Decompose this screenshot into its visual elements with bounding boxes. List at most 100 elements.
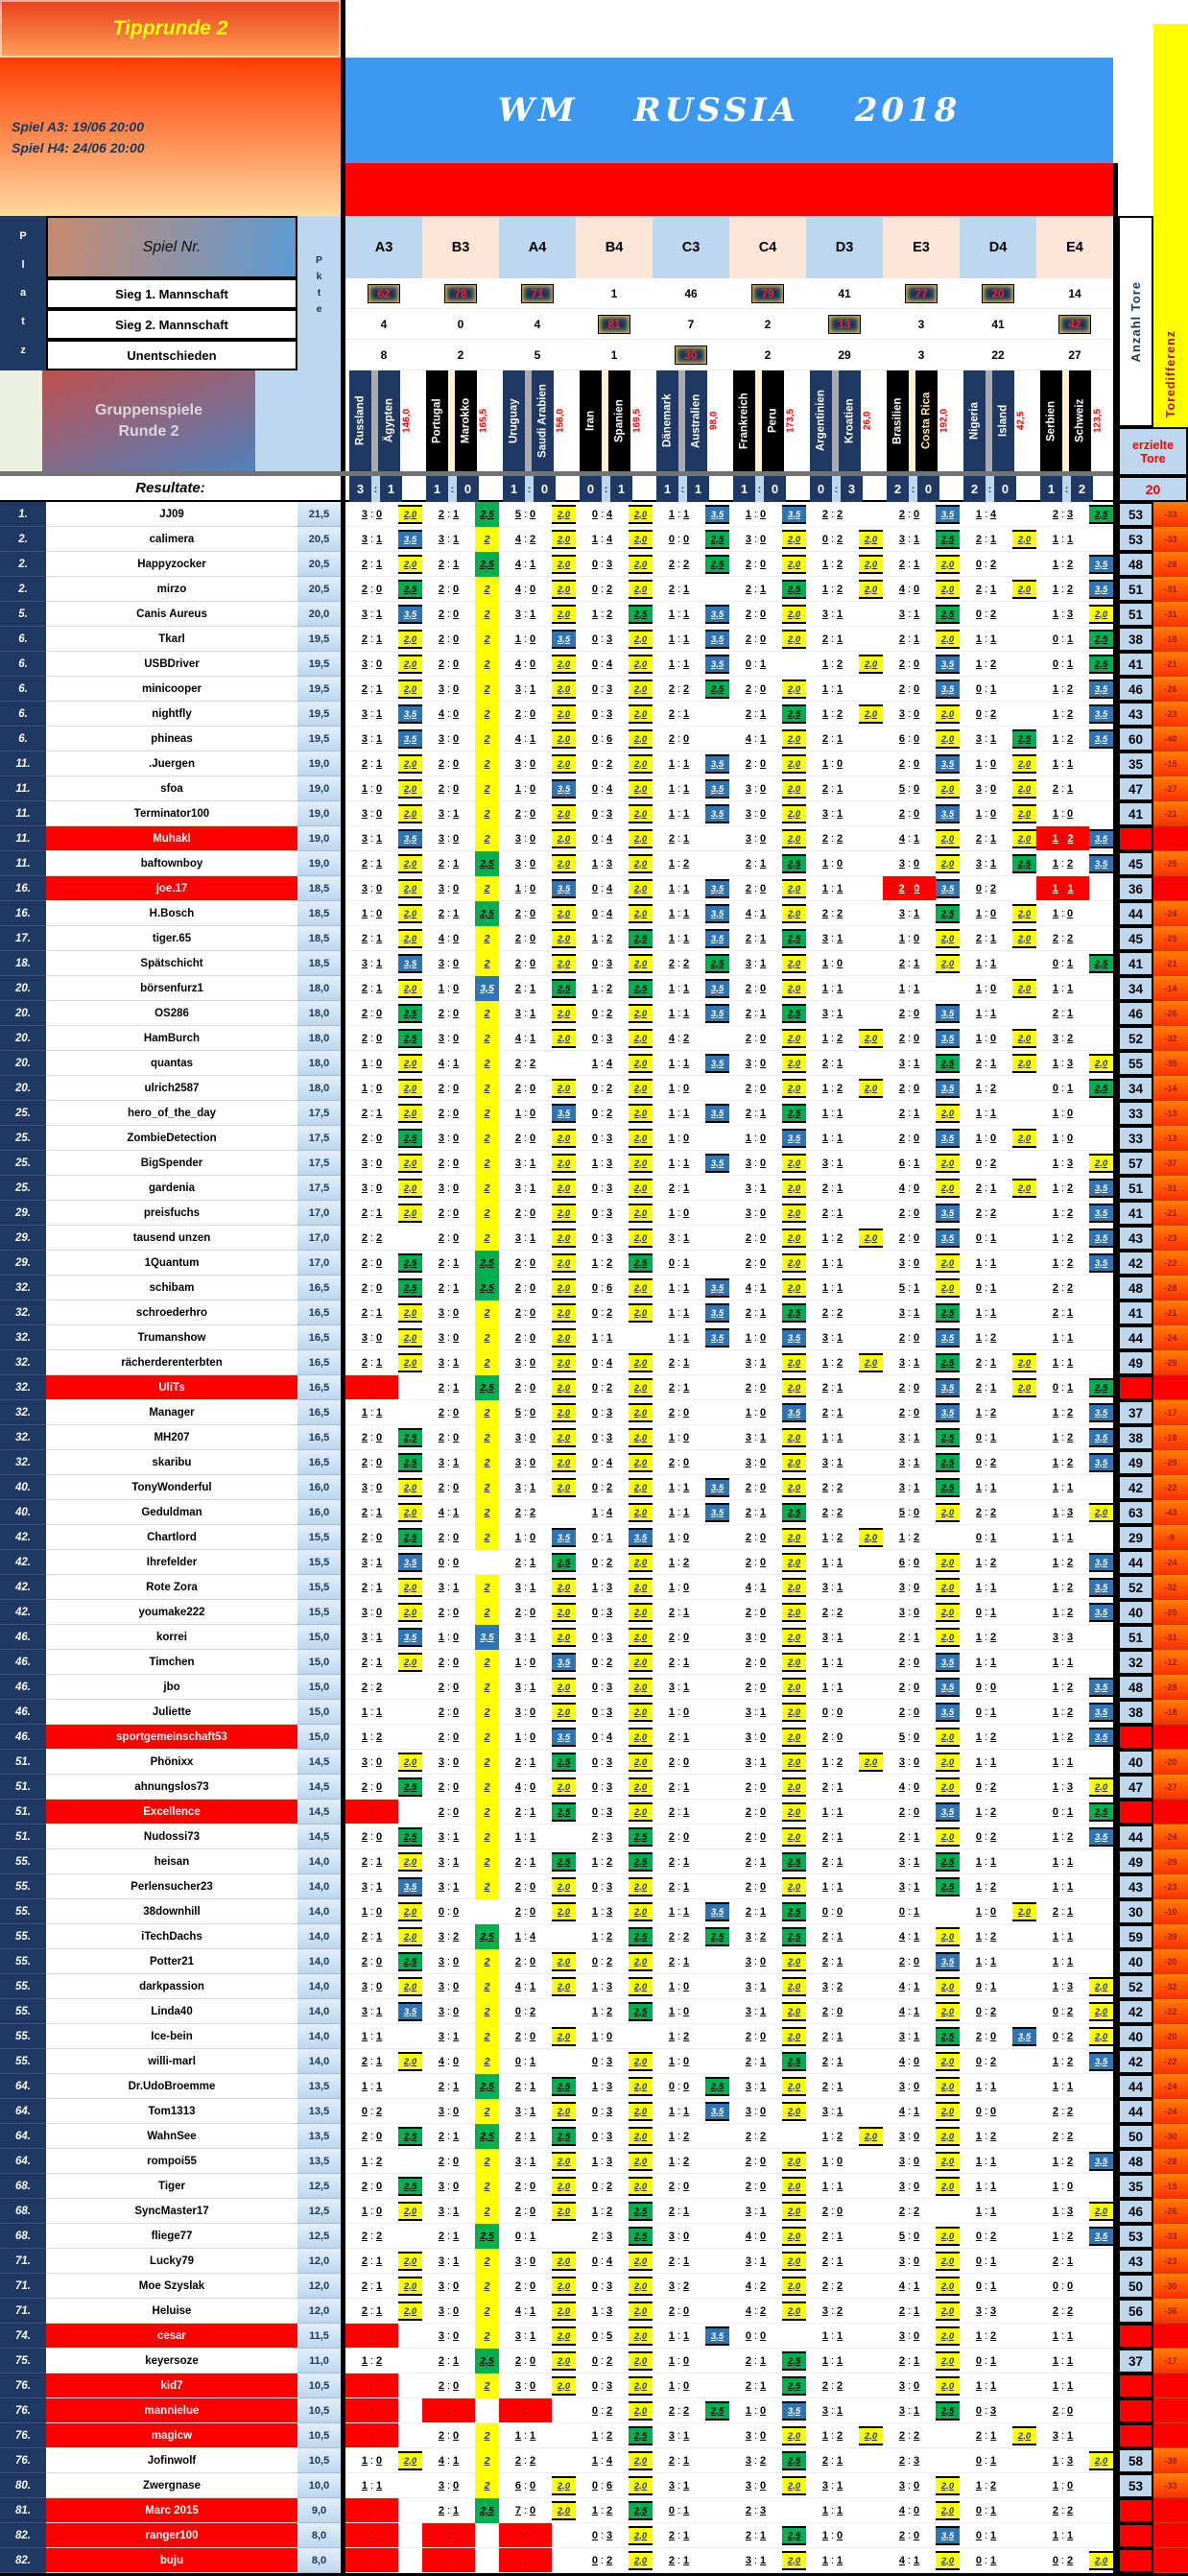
tip-cell[interactable]: 3:0 [422, 2299, 475, 2323]
tip-cell[interactable]: 2:1 [499, 2074, 552, 2098]
tip-cell[interactable]: 1:0 [729, 1400, 782, 1424]
tip-cell[interactable]: 2:0 [653, 1400, 705, 1424]
tip-cell[interactable]: 2:1 [960, 1375, 1012, 1399]
table-row[interactable]: 32. MH207 16,5 2:0 2,5 2:0 2 3:0 2,0 0:3 2,0 1:0 3:1… [0, 1425, 1188, 1450]
tip-cell[interactable]: 2:0 [422, 1101, 475, 1125]
tip-cell[interactable]: 0:3 [576, 1600, 629, 1624]
tip-cell[interactable]: 2:0 [883, 876, 936, 900]
tip-cell[interactable]: 2:0 [499, 2349, 552, 2373]
tip-cell[interactable]: 0:3 [576, 1675, 629, 1699]
tip-cell[interactable]: 1:0 [345, 2199, 398, 2223]
tip-cell[interactable]: 4:0 [499, 1775, 552, 1799]
tip-cell[interactable]: 2:1 [806, 1775, 859, 1799]
tip-cell[interactable]: 3:1 [345, 1550, 398, 1574]
tip-cell[interactable]: 3:0 [883, 2074, 936, 2098]
tip-cell[interactable]: 1:0 [653, 1575, 705, 1599]
tip-cell[interactable]: 1:1 [653, 876, 705, 900]
tip-cell[interactable]: 2:2 [345, 1226, 398, 1250]
tip-cell[interactable]: 1:1 [653, 1300, 705, 1324]
tip-cell[interactable]: 3:1 [345, 702, 398, 726]
tip-cell[interactable]: 2:2 [729, 2124, 782, 2148]
tip-cell[interactable]: 1:1 [960, 2174, 1012, 2198]
tip-cell[interactable]: 0:3 [576, 1700, 629, 1724]
tip-cell[interactable]: 3:2 [729, 1924, 782, 1948]
tip-cell[interactable]: 2:0 [729, 1874, 782, 1898]
tip-cell[interactable]: 2:1 [806, 727, 859, 751]
tip-cell[interactable]: 3:0 [499, 2249, 552, 2273]
tip-cell[interactable]: 1:1 [806, 1276, 859, 1300]
tip-cell[interactable]: 2:2 [806, 2373, 859, 2397]
tip-cell[interactable]: 0:2 [576, 1475, 629, 1499]
tip-cell[interactable]: 0:3 [576, 1226, 629, 1250]
tip-cell[interactable]: 2:0 [499, 926, 552, 950]
tip-cell[interactable]: 3:1 [422, 1849, 475, 1873]
tip-cell[interactable]: 2:2 [960, 1500, 1012, 1524]
tip-cell[interactable]: 2:0 [653, 2299, 705, 2323]
tip-cell[interactable]: 2:1 [806, 1375, 859, 1399]
tip-cell[interactable]: 0:1 [960, 2523, 1012, 2547]
tip-cell[interactable]: 3:1 [422, 2024, 475, 2048]
tip-cell[interactable]: 3:1 [499, 1475, 552, 1499]
tip-cell[interactable]: 1:3 [576, 1974, 629, 1998]
tip-cell[interactable]: 3:1 [806, 1450, 859, 1474]
table-row[interactable]: 29. 1Quantum 17,0 2:0 2,5 2:1 2,5 2:0 2,0 1:2 2,5 0… [0, 1251, 1188, 1276]
tip-cell[interactable]: 4:1 [729, 1276, 782, 1300]
tip-cell[interactable]: 2:0 [883, 1026, 936, 1050]
tip-cell[interactable]: 2:0 [499, 2174, 552, 2198]
tip-cell[interactable]: 1:1 [653, 801, 705, 825]
table-row[interactable]: 32. schibam 16,5 2:0 2,5 2:1 2,5 2:0 2,0 0:6 2,0 1:… [0, 1276, 1188, 1300]
tip-cell[interactable]: 0:3 [576, 2124, 629, 2148]
tip-cell[interactable]: 1:2 [576, 2423, 629, 2447]
tip-cell[interactable]: 2:1 [345, 1575, 398, 1599]
tip-cell[interactable]: 2:0 [883, 652, 936, 676]
tip-cell[interactable]: : [499, 2523, 552, 2547]
tip-cell[interactable]: 2:0 [729, 1026, 782, 1050]
tip-cell[interactable]: 4:0 [422, 926, 475, 950]
tip-cell[interactable]: 2:1 [422, 1251, 475, 1275]
tip-cell[interactable]: 1:1 [576, 1325, 629, 1349]
tip-cell[interactable]: 1:2 [576, 2498, 629, 2522]
tip-cell[interactable]: 3:0 [499, 751, 552, 775]
tip-cell[interactable]: 3:1 [729, 2074, 782, 2098]
tip-cell[interactable]: 2:0 [345, 1276, 398, 1300]
tip-cell[interactable]: 3:1 [345, 951, 398, 975]
tip-cell[interactable]: 2:0 [345, 2124, 398, 2148]
tip-cell[interactable]: 3:0 [883, 1750, 936, 1774]
tip-cell[interactable]: 6:0 [499, 2473, 552, 2497]
tip-cell[interactable]: 3:1 [345, 602, 398, 626]
tip-cell[interactable]: 3:1 [883, 1425, 936, 1449]
tip-cell[interactable]: 0:1 [960, 2349, 1012, 2373]
tip-cell[interactable]: 0:4 [576, 901, 629, 925]
tip-cell[interactable]: 2:1 [883, 951, 936, 975]
tip-cell[interactable]: 1:4 [576, 1051, 629, 1075]
table-row[interactable]: 17. tiger.65 18,5 2:1 2,0 4:0 2 2:0 2,0 1:2 2,5 1:1… [0, 926, 1188, 951]
tip-cell[interactable]: 3:1 [422, 2199, 475, 2223]
tip-cell[interactable]: 2:1 [653, 1600, 705, 1624]
tip-cell[interactable]: 2:1 [422, 2224, 475, 2248]
tip-cell[interactable]: 1:2 [1036, 727, 1089, 751]
tip-cell[interactable]: 3:1 [806, 1151, 859, 1175]
tip-cell[interactable]: 3:0 [422, 876, 475, 900]
table-row[interactable]: 40. Geduldman 16,0 2:1 2,0 4:1 2 2:2 1:4 2,0 1:1 3,… [0, 1500, 1188, 1525]
tip-cell[interactable]: 3:0 [883, 702, 936, 726]
tip-cell[interactable]: 4:0 [729, 2224, 782, 2248]
tip-cell[interactable]: 2:1 [729, 1849, 782, 1873]
tip-cell[interactable]: 1:2 [576, 1924, 629, 1948]
tip-cell[interactable]: 1:1 [653, 976, 705, 1000]
tip-cell[interactable]: 2:2 [499, 1051, 552, 1075]
table-row[interactable]: 6. Tkarl 19,5 2:1 2,0 2:0 2 1:0 3,5 0:3 2,0 1:1 3,5 2… [0, 627, 1188, 652]
tip-cell[interactable]: 0:0 [422, 1550, 475, 1574]
tip-cell[interactable]: 0:1 [960, 2274, 1012, 2298]
tip-cell[interactable]: 3:1 [883, 527, 936, 551]
tip-cell[interactable]: : [499, 2398, 552, 2422]
tip-cell[interactable]: 1:2 [1036, 1450, 1089, 1474]
tip-cell[interactable]: 3:0 [729, 1949, 782, 1973]
tip-cell[interactable]: 1:2 [883, 1525, 936, 1549]
tip-cell[interactable]: 3:1 [729, 1700, 782, 1724]
tip-cell[interactable]: 0:3 [576, 1750, 629, 1774]
tip-cell[interactable]: 3:1 [729, 2199, 782, 2223]
tip-cell[interactable]: 1:1 [960, 2149, 1012, 2173]
tip-cell[interactable]: 2:0 [499, 801, 552, 825]
tip-cell[interactable]: 3:1 [806, 1625, 859, 1649]
tip-cell[interactable]: : [345, 1375, 398, 1399]
